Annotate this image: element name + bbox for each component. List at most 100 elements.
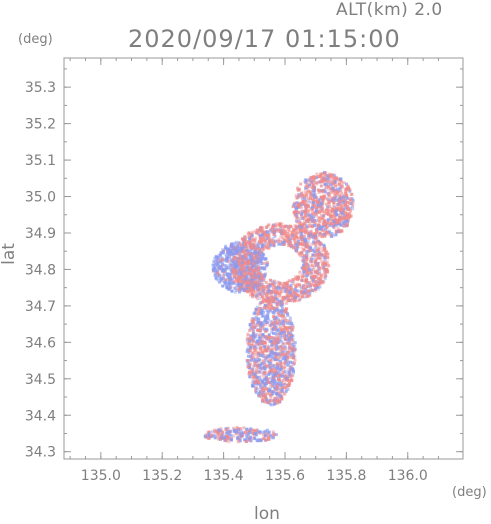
echo-pixel — [293, 349, 297, 353]
echo-pixel — [341, 218, 345, 222]
echo-pixel — [273, 340, 277, 344]
echo-pixel — [275, 365, 279, 369]
altitude-label: ALT(km) 2.0 — [336, 0, 443, 20]
echo-pixel — [254, 433, 258, 437]
echo-pixel — [281, 303, 285, 307]
echo-pixel — [328, 172, 332, 176]
echo-pixel — [221, 249, 225, 253]
echo-pixel — [296, 245, 300, 249]
echo-pixel — [277, 334, 281, 338]
echo-pixel — [310, 206, 314, 210]
echo-pixel — [315, 274, 319, 278]
echo-pixel — [302, 271, 306, 275]
echo-pixel — [328, 182, 332, 186]
echo-pixel — [238, 288, 242, 292]
echo-pixel — [310, 288, 314, 292]
echo-pixel — [261, 365, 265, 369]
echo-pixel — [273, 401, 277, 405]
echo-pixel — [241, 431, 245, 435]
echo-pixel — [249, 326, 253, 330]
echo-pixel — [219, 427, 223, 431]
echo-pixel — [270, 379, 274, 383]
echo-pixel — [319, 173, 323, 177]
echo-pixel — [290, 338, 294, 342]
echo-pixel — [261, 252, 265, 256]
echo-pixel — [294, 241, 298, 245]
echo-pixel — [308, 208, 312, 212]
echo-pixel — [317, 281, 321, 285]
echo-pixel — [252, 318, 256, 322]
echo-pixel — [329, 173, 333, 177]
echo-pixel — [234, 259, 238, 263]
echo-pixel — [259, 228, 263, 232]
echo-pixel — [315, 235, 319, 239]
echo-pixel — [289, 377, 293, 381]
echo-pixel — [264, 377, 268, 381]
echo-pixel — [269, 358, 273, 362]
echo-pixel — [304, 185, 308, 189]
echo-pixel — [257, 240, 261, 244]
echo-pixel — [288, 242, 292, 246]
echo-pixel — [260, 291, 264, 295]
echo-pixel — [342, 193, 346, 197]
echo-pixel — [310, 235, 314, 239]
echo-pixel — [255, 438, 259, 442]
echo-pixel — [323, 272, 327, 276]
echo-pixel — [232, 242, 236, 246]
echo-pixel — [288, 290, 292, 294]
echo-pixel — [296, 242, 300, 246]
echo-pixel — [333, 196, 337, 200]
echo-pixel — [325, 192, 329, 196]
echo-pixel — [267, 372, 271, 376]
echo-pixel — [239, 274, 243, 278]
echo-pixel — [255, 256, 259, 260]
echo-pixel — [332, 213, 336, 217]
echo-pixel — [237, 249, 241, 253]
echo-pixel — [251, 230, 255, 234]
echo-pixel — [267, 364, 271, 368]
echo-pixel — [288, 381, 292, 385]
echo-pixel — [338, 207, 342, 211]
echo-pixel — [294, 277, 298, 281]
echo-pixel — [207, 432, 211, 436]
echo-pixel — [304, 256, 308, 260]
echo-pixel — [333, 188, 337, 192]
echo-pixel — [248, 254, 252, 258]
echo-pixel — [251, 287, 255, 291]
echo-pixel — [260, 326, 264, 330]
echo-pixel — [274, 289, 278, 293]
echo-pixel — [267, 333, 271, 337]
echo-pixel — [311, 217, 315, 221]
echo-pixel — [293, 213, 297, 217]
echo-pixel — [265, 298, 269, 302]
echo-pixel — [263, 345, 267, 349]
echo-pixel — [259, 292, 263, 296]
echo-pixel — [320, 176, 324, 180]
echo-pixel — [315, 238, 319, 242]
echo-pixel — [215, 268, 219, 272]
echo-pixel — [314, 253, 318, 257]
echo-pixel — [314, 214, 318, 218]
echo-pixel — [286, 319, 290, 323]
echo-pixel — [274, 369, 278, 373]
echo-pixel — [341, 207, 345, 211]
echo-pixel — [305, 285, 309, 289]
echo-pixel — [261, 351, 265, 355]
echo-pixel — [286, 298, 290, 302]
echo-pixel — [275, 395, 279, 399]
echo-pixel — [254, 243, 258, 247]
echo-pixel — [319, 274, 323, 278]
echo-pixel — [272, 290, 276, 294]
echo-pixel — [256, 269, 259, 273]
echo-pixel — [268, 303, 272, 307]
echo-pixel — [274, 345, 278, 349]
echo-pixel — [283, 296, 287, 300]
echo-pixel — [275, 337, 279, 341]
echo-pixel — [308, 213, 312, 217]
echo-pixel — [225, 277, 229, 281]
echo-pixel — [316, 203, 320, 207]
echo-pixel — [307, 232, 311, 236]
echo-pixel — [223, 436, 227, 440]
echo-pixel — [301, 255, 305, 259]
echo-pixel — [302, 243, 306, 247]
